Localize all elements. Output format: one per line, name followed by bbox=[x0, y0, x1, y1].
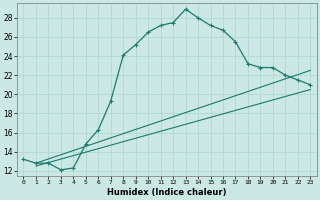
X-axis label: Humidex (Indice chaleur): Humidex (Indice chaleur) bbox=[107, 188, 227, 197]
